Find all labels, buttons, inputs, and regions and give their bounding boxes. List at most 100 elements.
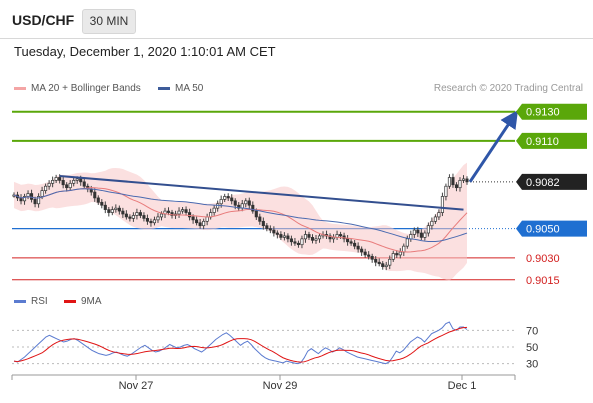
candle-body — [454, 184, 459, 189]
currency-pair: USD/CHF — [12, 12, 75, 28]
candle-body — [149, 220, 153, 224]
legend-rsi: RSI — [14, 296, 48, 307]
candle-body — [44, 185, 48, 191]
candle-body — [188, 212, 192, 218]
candle-body — [195, 219, 199, 224]
candle-body — [184, 209, 188, 213]
candle-body — [465, 178, 469, 183]
candle-body — [395, 253, 399, 256]
candle-body — [61, 180, 65, 186]
candle-body — [244, 200, 248, 205]
candle-body — [451, 177, 455, 186]
level-label-0.9110: 0.9110 — [526, 136, 559, 148]
candle-body — [22, 196, 27, 202]
candle-body — [444, 185, 448, 197]
candle-body — [412, 229, 416, 235]
candle-body — [426, 225, 430, 234]
candle-body — [279, 234, 283, 238]
candle-body — [54, 177, 58, 181]
rsi-line — [13, 321, 468, 365]
level-label-0.9130: 0.9130 — [526, 107, 560, 119]
candle-body — [135, 212, 139, 216]
candle-body — [114, 207, 118, 210]
legend-ma50: MA 50 — [158, 83, 203, 94]
credit-text: Research © 2020 Trading Central — [433, 83, 583, 94]
candle-body — [384, 264, 388, 267]
candle-body — [191, 216, 195, 221]
candle-body — [26, 193, 30, 197]
candle-body — [437, 212, 441, 218]
candle-body — [47, 182, 51, 187]
candle-body — [68, 182, 72, 189]
chart-header: USD/CHF 30 MIN — [0, 0, 593, 39]
candle-body — [388, 258, 392, 266]
candle-body — [416, 229, 420, 234]
candle-body — [145, 218, 149, 222]
candle-body — [58, 177, 62, 181]
level-tag-0.9082 — [516, 173, 587, 190]
candle-body — [370, 256, 374, 260]
candle-body — [89, 188, 93, 193]
candle-body — [314, 238, 318, 241]
candle-body — [226, 196, 230, 199]
candle-body — [360, 248, 364, 253]
candle-body — [293, 241, 297, 244]
candle-body — [152, 219, 157, 224]
candle-body — [233, 200, 237, 206]
legend-rsi-label: RSI — [31, 296, 48, 307]
candle-body — [433, 216, 437, 222]
candle-body — [138, 212, 142, 216]
candle-body — [33, 199, 37, 205]
timestamp: Tuesday, December 1, 2020 1:10:01 AM CET — [14, 44, 276, 59]
timeframe-button[interactable]: 30 MIN — [82, 9, 136, 34]
trendline — [59, 175, 464, 211]
candle-body — [300, 238, 304, 246]
level-label-0.9015: 0.9015 — [526, 275, 560, 287]
candle-body — [307, 234, 311, 238]
candle-body — [374, 258, 378, 263]
ma20-swatch — [14, 86, 26, 90]
candle-body — [223, 196, 227, 200]
candle-body — [419, 232, 423, 238]
candle-body — [447, 177, 451, 187]
candle-body — [156, 216, 160, 221]
candle-body — [402, 245, 406, 253]
candle-body — [346, 238, 350, 243]
rsi-tick-50: 50 — [526, 342, 538, 354]
candle-body — [65, 184, 69, 189]
level-label-0.9050: 0.9050 — [526, 224, 560, 236]
candle-body — [377, 261, 381, 265]
candle-body — [202, 220, 206, 227]
candle-body — [82, 181, 86, 187]
candle-body — [159, 213, 164, 218]
candle-body — [96, 197, 100, 203]
candle-body — [216, 203, 220, 209]
candle-body — [310, 237, 315, 241]
x-axis-label: Nov 27 — [119, 380, 154, 392]
candle-body — [349, 241, 353, 244]
rsi-ma-line — [13, 326, 468, 363]
candle-body — [289, 238, 293, 243]
level-label-0.9030: 0.9030 — [526, 253, 560, 265]
candle-body — [261, 220, 265, 227]
candle-body — [367, 254, 371, 257]
ma50-swatch — [158, 86, 170, 90]
candle-body — [317, 235, 322, 240]
x-axis-label: Nov 29 — [263, 380, 298, 392]
candle-body — [332, 237, 336, 240]
candle-body — [272, 229, 276, 234]
legend-rsi-ma-label: 9MA — [81, 296, 102, 307]
candle-body — [93, 191, 97, 199]
candle-body — [166, 210, 171, 213]
rsi-tick-30: 30 — [526, 359, 538, 371]
candle-body — [205, 216, 209, 222]
candle-body — [461, 178, 466, 181]
candle-body — [258, 216, 262, 222]
legend-ma20: MA 20 + Bollinger Bands — [14, 83, 141, 94]
rsi-ma-swatch — [64, 299, 76, 303]
candle-body — [265, 225, 269, 229]
candle-body — [110, 209, 114, 213]
candle-body — [37, 196, 41, 205]
ma50-line — [13, 188, 468, 243]
candle-body — [72, 180, 76, 184]
